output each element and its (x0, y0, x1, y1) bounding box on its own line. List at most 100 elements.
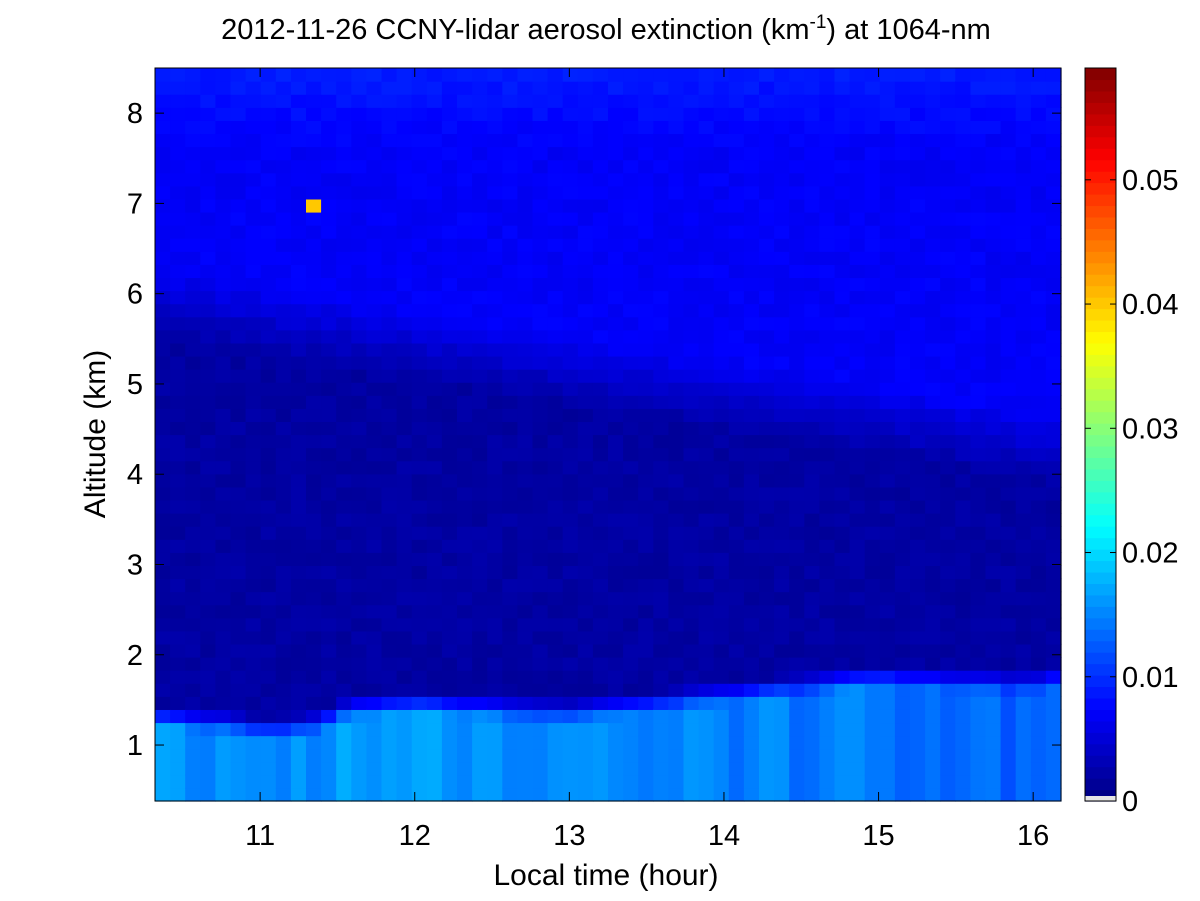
heatmap-cell (306, 146, 322, 161)
heatmap-cell (411, 460, 428, 475)
heatmap-cell (608, 434, 624, 449)
heatmap-cell (910, 329, 926, 344)
heatmap-cell (819, 578, 836, 593)
colorbar-underflow-band (1085, 796, 1116, 801)
heatmap-cell (260, 761, 277, 776)
heatmap-cell (804, 421, 820, 436)
heatmap-cell (940, 748, 956, 763)
heatmap-cell (804, 251, 820, 265)
heatmap-cell (910, 552, 926, 566)
heatmap-cell (668, 696, 685, 710)
heatmap-cell (155, 238, 171, 252)
heatmap-cell (728, 211, 745, 226)
heatmap-cell (728, 486, 745, 501)
heatmap-cell (487, 539, 503, 553)
heatmap-cell (638, 251, 654, 265)
heatmap-cell (472, 211, 488, 226)
heatmap-cell (532, 211, 549, 226)
heatmap-cell (864, 120, 881, 135)
heatmap-cell (290, 277, 307, 292)
heatmap-cell (200, 172, 216, 187)
heatmap-cell (819, 709, 836, 724)
heatmap-cell (592, 539, 609, 553)
heatmap-cell (441, 787, 458, 802)
heatmap-cell (396, 657, 413, 671)
heatmap-cell (789, 604, 805, 619)
heatmap-cell (185, 578, 201, 593)
heatmap-cell (608, 395, 624, 409)
heatmap-cell (351, 447, 367, 462)
heatmap-cell (502, 408, 518, 423)
heatmap-cell (155, 382, 171, 396)
heatmap-cell (804, 526, 820, 540)
heatmap-cell (864, 434, 881, 449)
colorbar-band (1085, 629, 1116, 642)
heatmap-cell (653, 683, 669, 697)
colorbar-band (1085, 331, 1116, 344)
heatmap-cell (819, 591, 836, 606)
heatmap-cell (864, 591, 881, 606)
heatmap-cell (940, 408, 956, 423)
heatmap-cell (215, 499, 232, 514)
heatmap-cell (623, 696, 639, 710)
heatmap-cell (1030, 251, 1047, 265)
heatmap-cell (834, 277, 851, 292)
heatmap-cell (396, 513, 413, 527)
heatmap-cell (1030, 683, 1047, 697)
heatmap-cell (864, 382, 881, 396)
heatmap-cell (562, 94, 579, 108)
heatmap-cell (457, 657, 473, 671)
heatmap-cell (411, 120, 428, 135)
heatmap-cell (925, 382, 941, 396)
heatmap-cell (487, 264, 503, 279)
heatmap-cell (562, 211, 579, 226)
heatmap-cell (1015, 329, 1032, 344)
heatmap-cell (970, 683, 987, 697)
heatmap-cell (562, 486, 579, 501)
heatmap-cell (381, 486, 398, 501)
heatmap-cell (230, 290, 247, 305)
heatmap-cell (1015, 251, 1032, 265)
heatmap-cell (789, 513, 805, 527)
heatmap-cell (608, 735, 624, 750)
heatmap-cell (894, 617, 911, 632)
heatmap-cell (562, 120, 579, 135)
heatmap-cell (517, 434, 534, 449)
heatmap-cell (396, 303, 413, 318)
heatmap-cell (487, 578, 503, 593)
heatmap-cell (517, 68, 534, 82)
heatmap-cell (1000, 238, 1017, 252)
heatmap-cell (1000, 369, 1017, 383)
heatmap-cell (1030, 565, 1047, 580)
heatmap-cell (834, 225, 851, 239)
heatmap-cell (834, 774, 851, 789)
heatmap-cell (683, 709, 700, 724)
heatmap-cell (547, 172, 564, 187)
heatmap-cell (336, 683, 352, 697)
heatmap-cell (608, 146, 624, 161)
heatmap-cell (910, 277, 926, 292)
heatmap-cell (290, 565, 307, 580)
colorbar-tick-label: 0.02 (1122, 538, 1178, 570)
heatmap-cell (728, 251, 745, 265)
heatmap-cell (1045, 211, 1062, 226)
heatmap-cell (879, 94, 896, 108)
heatmap-cell (668, 643, 685, 658)
heatmap-cell (894, 513, 911, 527)
heatmap-cell (970, 316, 987, 331)
colorbar-band (1085, 743, 1116, 756)
heatmap-cell (532, 94, 549, 108)
heatmap-cell (577, 683, 594, 697)
heatmap-cell (381, 552, 398, 566)
heatmap-cell (1030, 787, 1047, 802)
heatmap-cell (230, 251, 247, 265)
colorbar-tick-label: 0.05 (1122, 165, 1178, 197)
heatmap-cell (260, 355, 277, 370)
heatmap-cell (698, 696, 715, 710)
heatmap-cell (834, 159, 851, 174)
heatmap-cell (457, 709, 473, 724)
heatmap-cell (638, 513, 654, 527)
heatmap-cell (185, 355, 201, 370)
heatmap-cell (834, 395, 851, 409)
heatmap-cell (185, 670, 201, 684)
